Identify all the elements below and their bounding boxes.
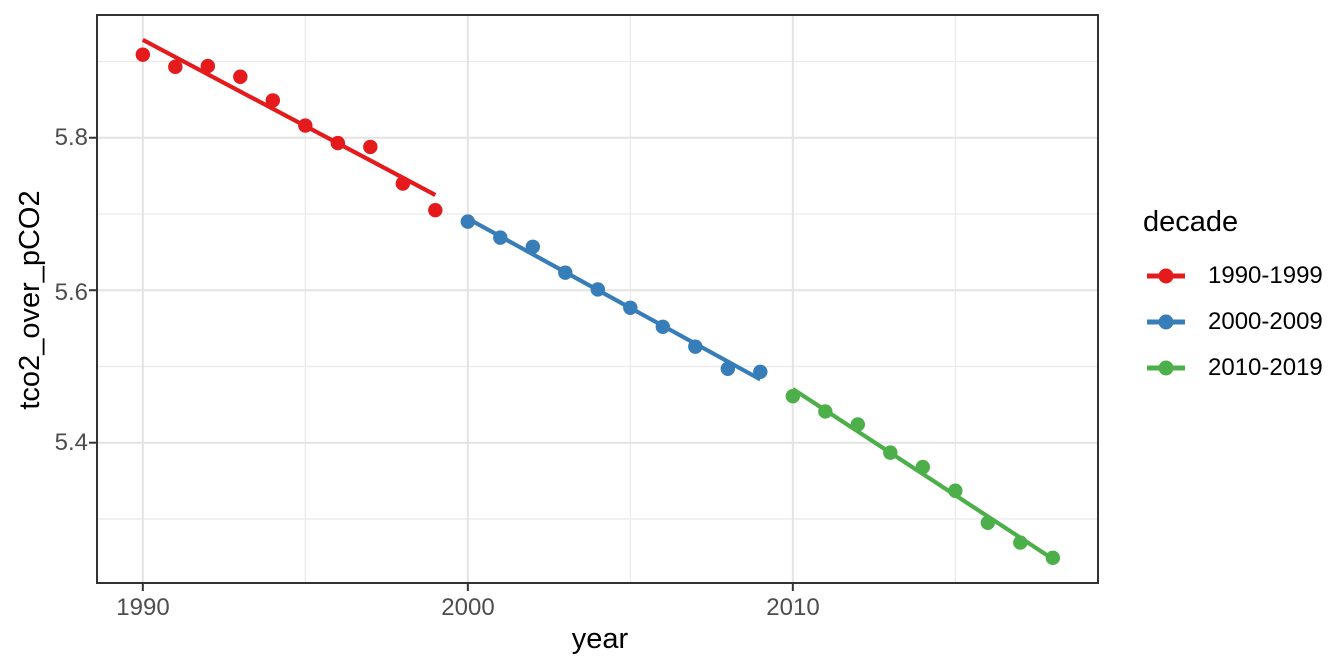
data-point [363, 139, 378, 155]
y-tick-label-5.4: 5.4 [54, 429, 88, 456]
x-tick-label-2000: 2000 [441, 594, 495, 621]
legend-item-1990-1999: 1990-1999 [1145, 261, 1323, 291]
trend-line [466, 216, 762, 382]
legend-label: 2010-2019 [1208, 354, 1323, 381]
data-point [428, 202, 443, 218]
x-tick-label-2010: 2010 [766, 594, 820, 621]
legend-key-2010-2019-icon [1147, 360, 1185, 376]
legend-label: 2000-2009 [1208, 308, 1323, 335]
trend-line [791, 387, 1054, 561]
x-axis-title: year [571, 623, 629, 655]
x-tick-label-1990: 1990 [116, 594, 170, 621]
legend-item-2010-2019: 2010-2019 [1145, 353, 1323, 383]
trend-line [141, 37, 437, 197]
legend-key-2000-2009-icon [1147, 314, 1185, 330]
data-point [460, 214, 476, 229]
data-point [233, 69, 248, 84]
data-point [135, 47, 151, 62]
panel-border [96, 14, 1099, 584]
legend-key-1990-1999-icon [1147, 268, 1185, 284]
data-point [200, 58, 216, 74]
legend-label: 1990-1999 [1208, 262, 1323, 289]
legend-title: decade [1143, 206, 1239, 238]
y-axis-title-text: tco2_over_pCO2 [14, 190, 46, 410]
y-tick-label-5.8: 5.8 [54, 124, 88, 151]
data-point [168, 59, 183, 75]
legend-item-2000-2009: 2000-2009 [1145, 307, 1323, 337]
y-tick-label-5.6: 5.6 [54, 279, 88, 306]
data-point [265, 93, 281, 108]
